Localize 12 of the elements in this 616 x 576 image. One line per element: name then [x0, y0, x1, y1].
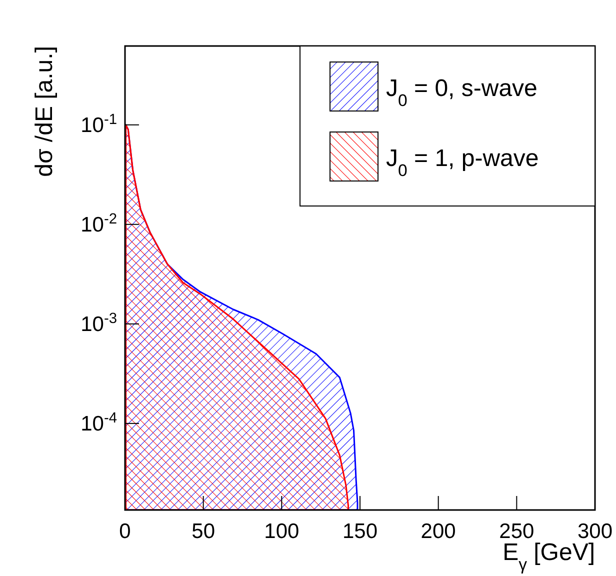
y-tick-label: 10$^{-2}$ [80, 211, 117, 236]
y-tick-label: 10$^{-4}$ [80, 410, 117, 436]
legend-label: J$_{0}$ = 0, s-wave [386, 75, 538, 110]
x-tick-label: 0 [119, 520, 131, 543]
y-axis-title: dσ /dE [a.u.] [31, 46, 58, 177]
x-tick-label: 150 [342, 520, 378, 543]
x-tick-label: 200 [420, 520, 456, 543]
y-tick-label: 10$^{-1}$ [80, 112, 117, 137]
x-tick-label: 50 [192, 520, 216, 543]
y-tick-label: 10$^{-3}$ [80, 310, 117, 336]
x-tick-label: 100 [264, 520, 300, 543]
legend-label: J$_{0}$ = 1, p-wave [386, 145, 539, 180]
